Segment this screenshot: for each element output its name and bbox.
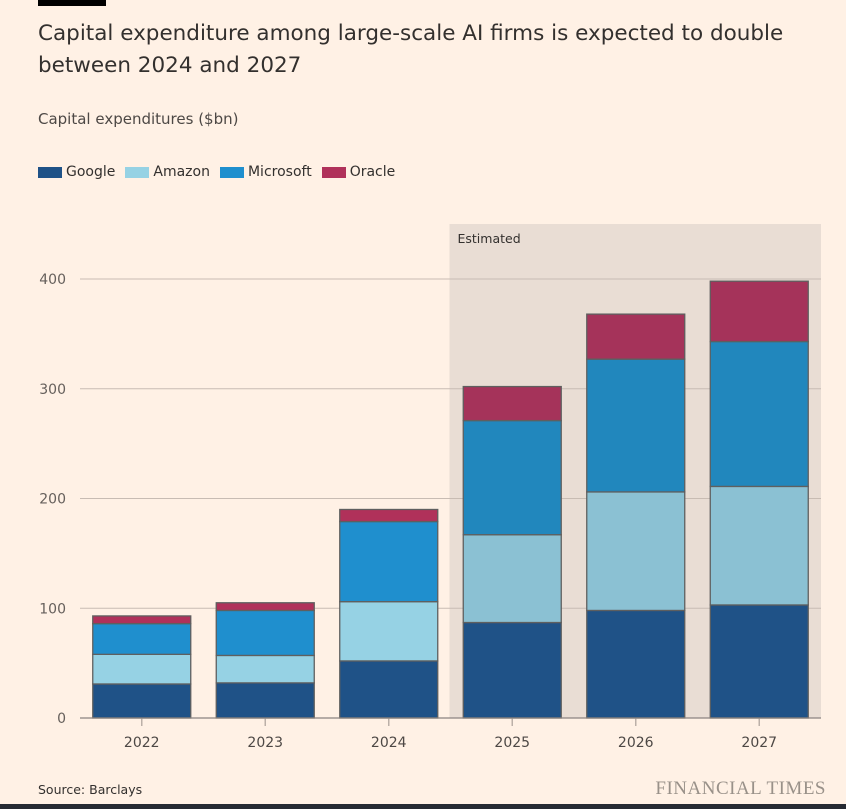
y-axis-label: Capital expenditures ($bn) [38, 110, 239, 128]
legend-swatch [38, 166, 62, 178]
legend-label: Oracle [349, 164, 396, 180]
bar-segment-oracle-2025 [462, 385, 562, 422]
y-tick-label: 400 [39, 272, 66, 288]
bar-segment-google-2024 [339, 660, 439, 719]
legend-swatch [219, 166, 244, 178]
bar-segment-oracle-2022 [92, 615, 192, 625]
bar-segment-amazon-2026 [586, 491, 686, 612]
x-tick-label: 2027 [741, 735, 777, 751]
chart-title: Capital expenditure among large-scale AI… [38, 21, 784, 78]
bar-segment-oracle-2027 [709, 280, 809, 343]
bar-segment-microsoft-2022 [92, 622, 192, 655]
bar-segment-google-2022 [92, 683, 192, 719]
y-tick-label: 300 [39, 382, 66, 398]
bar-segment-amazon-2027 [709, 485, 809, 606]
bar-segment-oracle-2026 [586, 313, 686, 360]
x-tick-label: 2025 [494, 735, 530, 751]
legend-swatch [321, 166, 346, 178]
bar-segment-amazon-2025 [462, 534, 562, 624]
legend-label: Google [66, 164, 116, 180]
legend-item-microsoft: Microsoft [219, 164, 312, 180]
estimated-label: Estimated [458, 231, 521, 246]
x-tick-label: 2024 [371, 735, 407, 751]
ft-logo: FINANCIAL TIMES [655, 778, 826, 799]
x-tick-label: 2022 [124, 735, 160, 751]
legend-swatch [125, 166, 150, 178]
bar-segment-oracle-2024 [339, 508, 439, 523]
source-note: Source: Barclays [38, 782, 143, 797]
bar-segment-amazon-2022 [92, 653, 192, 685]
bar-segment-microsoft-2024 [339, 520, 439, 603]
ft-top-bar [38, 0, 106, 6]
bar-segment-microsoft-2025 [462, 419, 562, 536]
y-tick-label: 0 [57, 711, 66, 727]
legend-item-google: Google [38, 164, 115, 180]
x-tick-label: 2026 [618, 735, 654, 751]
bar-segment-google-2027 [709, 604, 809, 719]
x-tick-label: 2023 [247, 735, 283, 751]
bar-segment-google-2023 [215, 682, 315, 719]
legend-label: Microsoft [247, 164, 312, 180]
y-tick-label: 200 [39, 492, 66, 508]
legend-item-amazon: Amazon [125, 164, 210, 180]
bar-segment-google-2026 [586, 609, 686, 719]
legend: Google Amazon Microsoft Oracle [38, 164, 395, 180]
bar-segment-google-2025 [462, 621, 562, 719]
bar-segment-microsoft-2026 [586, 358, 686, 493]
bar-segment-microsoft-2023 [215, 609, 315, 657]
bar-segment-amazon-2024 [339, 601, 439, 662]
bar-segment-oracle-2023 [215, 602, 315, 612]
y-tick-label: 100 [39, 601, 66, 617]
legend-label: Amazon [153, 164, 210, 180]
bottom-bar [0, 804, 846, 809]
legend-item-oracle: Oracle [321, 164, 396, 180]
bar-segment-microsoft-2027 [709, 340, 809, 488]
bar-segment-amazon-2023 [215, 654, 315, 684]
